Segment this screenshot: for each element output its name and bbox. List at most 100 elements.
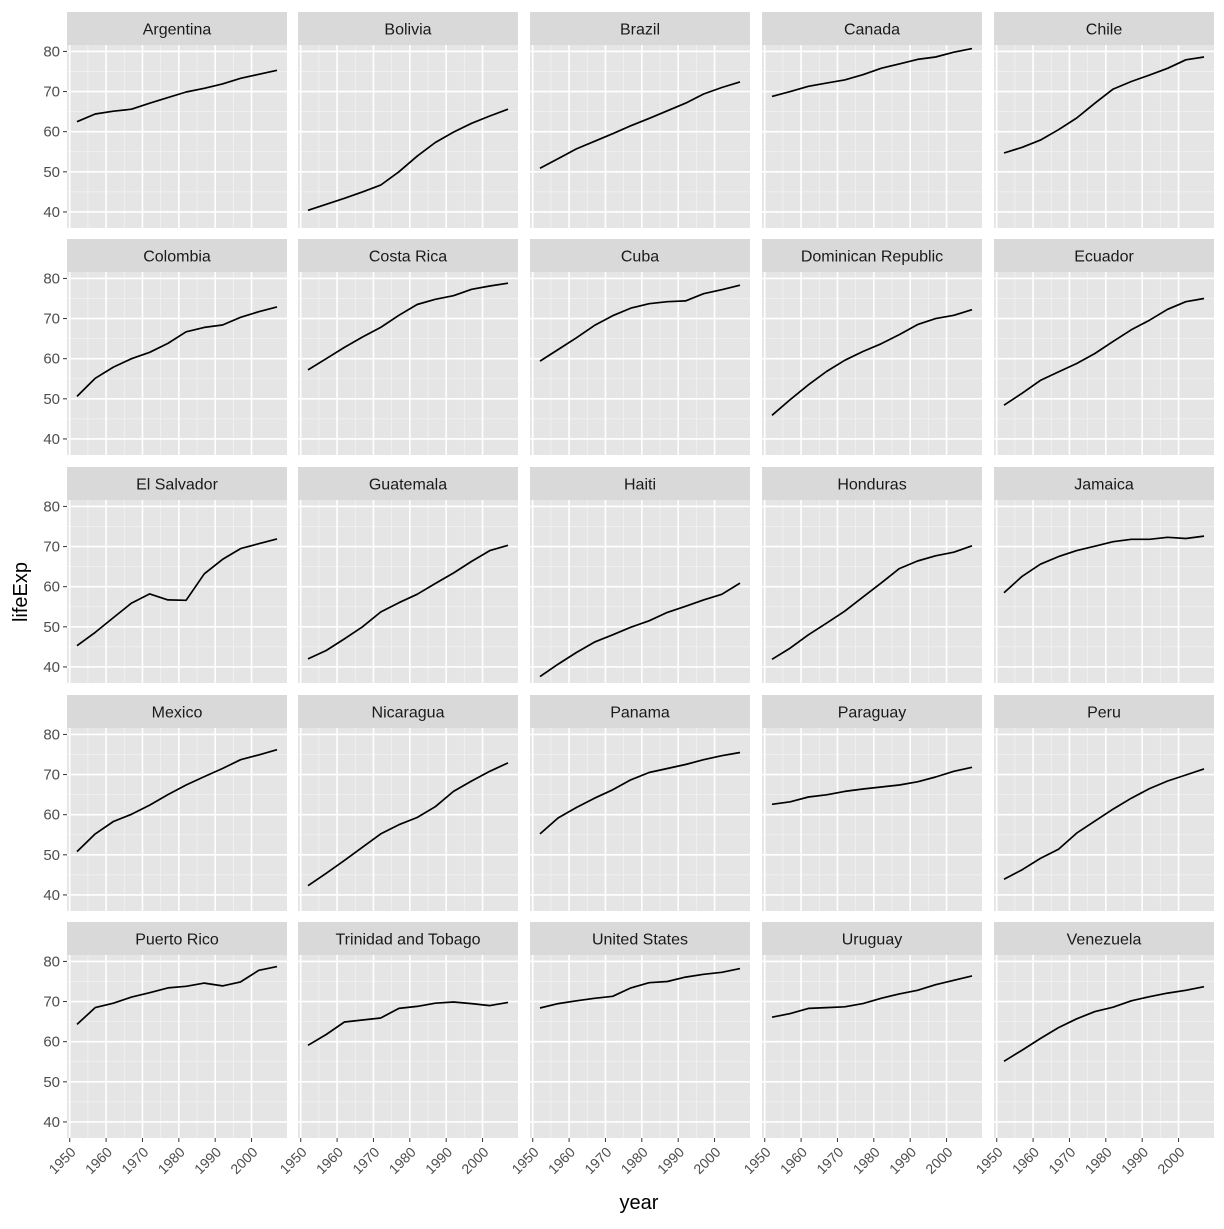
y-tick-label: 60	[43, 579, 60, 596]
plot-background	[994, 45, 1214, 228]
y-tick-label: 70	[43, 311, 60, 328]
facet-strip-label: Panama	[610, 705, 670, 722]
series-line	[76, 965, 278, 1026]
series-line	[307, 282, 509, 371]
plot-background	[67, 500, 287, 683]
x-tick-label: 1970	[349, 1144, 382, 1177]
x-tick-label: 1970	[1045, 1144, 1078, 1177]
y-tick-label: 40	[43, 1114, 60, 1131]
series-line	[539, 751, 741, 835]
x-tick-label: 1980	[155, 1144, 188, 1177]
y-tick-label: 80	[43, 498, 60, 515]
facet-panel: Honduras	[762, 467, 982, 683]
facet-strip	[762, 239, 982, 272]
plot-background	[530, 45, 750, 228]
plot-background	[994, 500, 1214, 683]
facet-strip-label: Paraguay	[838, 705, 907, 722]
facet-strip	[67, 695, 287, 728]
facet-strip	[298, 467, 518, 500]
series-line	[76, 748, 278, 853]
y-tick-label: 40	[43, 887, 60, 904]
plot-background	[298, 955, 518, 1138]
facet-strip	[762, 922, 982, 955]
facet-strip	[530, 467, 750, 500]
facet-strip	[994, 467, 1214, 500]
x-tick-label: 1980	[1082, 1144, 1115, 1177]
facet-strip-label: United States	[592, 932, 688, 949]
facet-panel: Venezuela 1950 1960 1970 1980 1990 2000	[972, 922, 1214, 1177]
facet-strip-label: Haiti	[624, 477, 656, 494]
y-tick-label: 50	[43, 619, 60, 636]
facet-strip-label: Jamaica	[1074, 477, 1134, 494]
facet-panel: Costa Rica	[298, 239, 518, 455]
plot-background	[762, 45, 982, 228]
plot-background	[530, 955, 750, 1138]
facet-panel: Nicaragua	[298, 695, 518, 911]
facet-strip	[762, 695, 982, 728]
y-tick-label: 60	[43, 1034, 60, 1051]
plot-background	[762, 955, 982, 1138]
facet-strip-label: Honduras	[837, 477, 906, 494]
series-line	[771, 975, 973, 1019]
facet-strip-label: Costa Rica	[369, 249, 447, 266]
facet-panel: Haiti	[530, 467, 750, 683]
plot-background	[530, 728, 750, 911]
x-tick-label: 1980	[386, 1144, 419, 1177]
plot-background	[762, 272, 982, 455]
y-tick-label: 50	[43, 164, 60, 181]
series-line	[771, 544, 973, 661]
x-tick-label: 2000	[458, 1144, 491, 1177]
y-tick-label: 70	[43, 994, 60, 1011]
facet-strip	[67, 467, 287, 500]
facet-panel: Brazil	[530, 12, 750, 228]
plot-background	[762, 500, 982, 683]
facet-strip-label: Dominican Republic	[801, 249, 943, 266]
facet-strip	[994, 12, 1214, 45]
x-tick-label: 1960	[1009, 1144, 1042, 1177]
facet-strip-label: Argentina	[143, 22, 212, 39]
facet-strip-label: Ecuador	[1074, 249, 1134, 266]
x-tick-label: 1950	[276, 1144, 309, 1177]
x-tick-label: 1990	[654, 1144, 687, 1177]
y-tick-label: 50	[43, 1074, 60, 1091]
facet-strip	[994, 695, 1214, 728]
facet-panel: Uruguay 1950 1960 1970 1980 1990 2000	[740, 922, 982, 1177]
facet-strip	[530, 695, 750, 728]
facet-strip-label: Bolivia	[384, 22, 431, 39]
plot-background	[994, 955, 1214, 1138]
series-line	[307, 762, 509, 887]
facet-strip	[67, 12, 287, 45]
series-line	[1003, 56, 1205, 154]
x-tick-label: 1970	[581, 1144, 614, 1177]
y-tick-label: 60	[43, 807, 60, 824]
facet-strip	[298, 239, 518, 272]
series-line	[1003, 768, 1205, 881]
y-tick-label: 40	[43, 659, 60, 676]
facet-strip-label: Venezuela	[1067, 932, 1142, 949]
plot-background	[67, 955, 287, 1138]
series-line	[771, 47, 973, 98]
facet-panel: Ecuador	[994, 239, 1214, 455]
plot-background	[298, 272, 518, 455]
series-line	[76, 538, 278, 647]
facet-panel: Colombia 40 50 60 70 80	[43, 239, 287, 455]
series-line	[76, 69, 278, 123]
plot-background	[762, 728, 982, 911]
facet-strip-label: Peru	[1087, 705, 1121, 722]
series-line	[1003, 297, 1205, 406]
facet-strip-label: El Salvador	[136, 477, 218, 494]
plot-background	[298, 500, 518, 683]
x-tick-label: 1990	[191, 1144, 224, 1177]
x-tick-label: 1980	[850, 1144, 883, 1177]
facet-strip	[530, 239, 750, 272]
x-tick-label: 1950	[508, 1144, 541, 1177]
facet-strip-label: Trinidad and Tobago	[336, 932, 481, 949]
x-tick-label: 1960	[777, 1144, 810, 1177]
x-tick-label: 1990	[886, 1144, 919, 1177]
facet-strip	[530, 12, 750, 45]
plot-background	[67, 272, 287, 455]
y-tick-label: 80	[43, 726, 60, 743]
facet-strip	[994, 239, 1214, 272]
facet-panel: Argentina 40 50 60 70 80	[43, 12, 287, 228]
plot-background	[298, 45, 518, 228]
